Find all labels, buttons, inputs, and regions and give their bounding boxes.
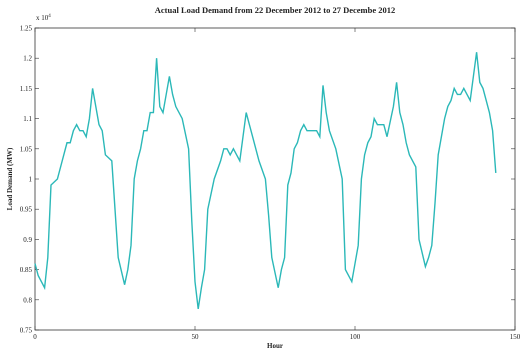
data-line: [34, 52, 497, 309]
x-tick-label: 100: [350, 333, 361, 341]
y-tick-label: 1.15: [20, 85, 33, 93]
y-tick-label: 1.2: [23, 55, 32, 63]
chart-title: Actual Load Demand from 22 December 2012…: [155, 5, 395, 15]
y-multiplier: x 104: [36, 14, 51, 22]
y-tick-label: 0.75: [20, 327, 33, 335]
y-tick-label: 1.1: [23, 115, 32, 123]
x-tick-label: 0: [33, 333, 37, 341]
y-tick-label: 0.8: [23, 296, 32, 304]
x-tick-label: 150: [510, 333, 520, 341]
y-multiplier-base: x 10: [36, 14, 49, 22]
y-tick-label: 0.85: [20, 266, 33, 274]
x-axis-label: Hour: [267, 342, 283, 350]
y-tick-label: 1.05: [20, 145, 33, 153]
y-multiplier-exponent: 4: [48, 14, 51, 19]
y-tick-label: 0.95: [20, 206, 33, 214]
y-tick-label: 1.25: [20, 25, 33, 33]
y-tick-label: 1: [29, 176, 33, 184]
x-tick-label: 50: [192, 333, 200, 341]
y-axis-label: Load Demand (MW): [6, 147, 14, 210]
y-tick-label: 0.9: [23, 236, 32, 244]
